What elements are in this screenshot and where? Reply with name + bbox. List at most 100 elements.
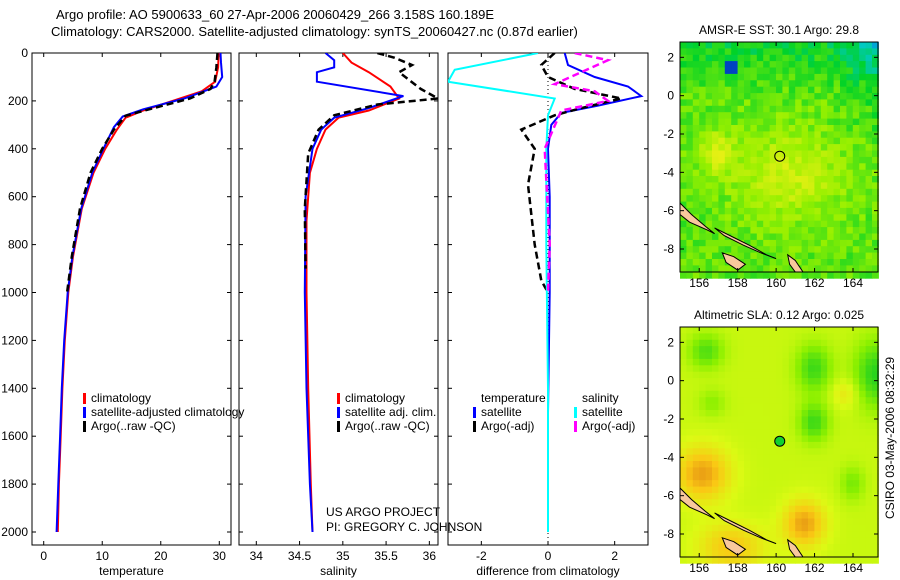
heatmap-cell	[852, 544, 860, 551]
heatmap-cell	[763, 461, 771, 468]
heatmap-cell	[833, 461, 841, 468]
heatmap-cell	[724, 473, 732, 481]
heatmap-cell	[782, 486, 790, 494]
heatmap-cell	[833, 435, 841, 443]
heatmap-cell	[692, 384, 700, 392]
heatmap-cell	[782, 265, 790, 273]
heatmap-cell	[705, 54, 713, 62]
heatmap-cell	[699, 531, 707, 539]
heatmap-cell	[852, 358, 860, 366]
heatmap-cell	[731, 403, 739, 411]
heatmap-cell	[788, 327, 796, 334]
heatmap-cell	[763, 259, 771, 266]
heatmap-cell	[795, 461, 803, 468]
heatmap-cell	[872, 397, 879, 405]
x-tick-label: 156	[689, 561, 709, 575]
heatmap-cell	[814, 505, 822, 513]
heatmap-cell	[827, 346, 835, 353]
heatmap-cell	[820, 220, 828, 228]
heatmap-cell	[846, 54, 854, 62]
heatmap-cell	[859, 441, 867, 449]
heatmap-cell	[737, 144, 745, 151]
heatmap-cell	[814, 365, 822, 373]
heatmap-cell	[692, 112, 700, 120]
heatmap-cell	[699, 550, 707, 558]
heatmap-cell	[852, 384, 860, 392]
heatmap-cell	[769, 67, 777, 75]
heatmap-cell	[833, 518, 841, 526]
heatmap-cell	[699, 346, 707, 353]
heatmap-cell	[750, 403, 758, 411]
heatmap-cell	[827, 378, 835, 385]
heatmap-cell	[840, 80, 847, 88]
heatmap-cell	[840, 467, 847, 475]
heatmap-cell	[865, 339, 873, 347]
heatmap-cell	[859, 512, 867, 519]
heatmap-cell	[833, 505, 841, 513]
heatmap-cell	[750, 524, 758, 532]
heatmap-cell	[763, 531, 771, 539]
heatmap-cell	[724, 467, 732, 475]
heatmap-cell	[731, 112, 739, 120]
heatmap-cell	[731, 207, 739, 215]
heatmap-cell	[737, 207, 745, 215]
heatmap-cell	[750, 365, 758, 373]
heatmap-cell	[852, 499, 860, 507]
heatmap-cell	[808, 435, 815, 443]
heatmap-cell	[814, 537, 822, 545]
heatmap-cell	[680, 524, 687, 532]
heatmap-cell	[680, 378, 687, 385]
heatmap-cell	[776, 86, 783, 94]
heatmap-cell	[846, 227, 854, 234]
heatmap-cell	[808, 410, 815, 417]
heatmap-cell	[750, 182, 758, 190]
heatmap-cell	[705, 233, 713, 241]
heatmap-cell	[788, 118, 796, 126]
heatmap-cell	[782, 176, 790, 183]
heatmap-cell	[686, 207, 694, 215]
heatmap-cell	[788, 448, 796, 456]
heatmap-cell	[731, 54, 739, 62]
heatmap-cell	[718, 265, 726, 273]
heatmap-cell	[750, 429, 758, 436]
heatmap-cell	[680, 505, 687, 513]
heatmap-cell	[680, 384, 687, 392]
heatmap-cell	[692, 99, 700, 107]
heatmap-cell	[859, 416, 867, 424]
heatmap-cell	[808, 112, 815, 120]
heatmap-cell	[769, 86, 777, 94]
heatmap-cell	[801, 544, 809, 551]
heatmap-cell	[827, 176, 835, 183]
heatmap-cell	[744, 48, 751, 56]
heatmap-cell	[769, 201, 777, 209]
heatmap-cell	[744, 118, 751, 126]
heatmap-cell	[840, 54, 847, 62]
legend-temp-argo-swatch	[473, 421, 476, 432]
heatmap-cell	[846, 410, 854, 417]
heatmap-cell	[814, 220, 822, 228]
heatmap-cell	[731, 537, 739, 545]
heatmap-cell	[788, 505, 796, 513]
heatmap-cell	[833, 105, 841, 113]
heatmap-cell	[833, 246, 841, 254]
heatmap-cell	[827, 201, 835, 209]
heatmap-cell	[763, 61, 771, 68]
heatmap-cell	[692, 339, 700, 347]
heatmap-cell	[750, 220, 758, 228]
heatmap-cell	[776, 544, 783, 551]
heatmap-cell	[846, 73, 854, 81]
heatmap-cell	[846, 556, 854, 564]
heatmap-cell	[865, 246, 873, 254]
heatmap-cell	[699, 384, 707, 392]
heatmap-cell	[712, 505, 719, 513]
legend-argo: Argo(..raw -QC)	[345, 419, 430, 433]
heatmap-cell	[872, 480, 879, 488]
heatmap-cell	[712, 48, 719, 56]
heatmap-cell	[699, 352, 707, 360]
heatmap-cell	[750, 112, 758, 120]
heatmap-cell	[814, 480, 822, 488]
heatmap-cell	[814, 390, 822, 398]
heatmap-cell	[699, 327, 707, 334]
heatmap-cell	[705, 467, 713, 475]
heatmap-cell	[692, 227, 700, 234]
